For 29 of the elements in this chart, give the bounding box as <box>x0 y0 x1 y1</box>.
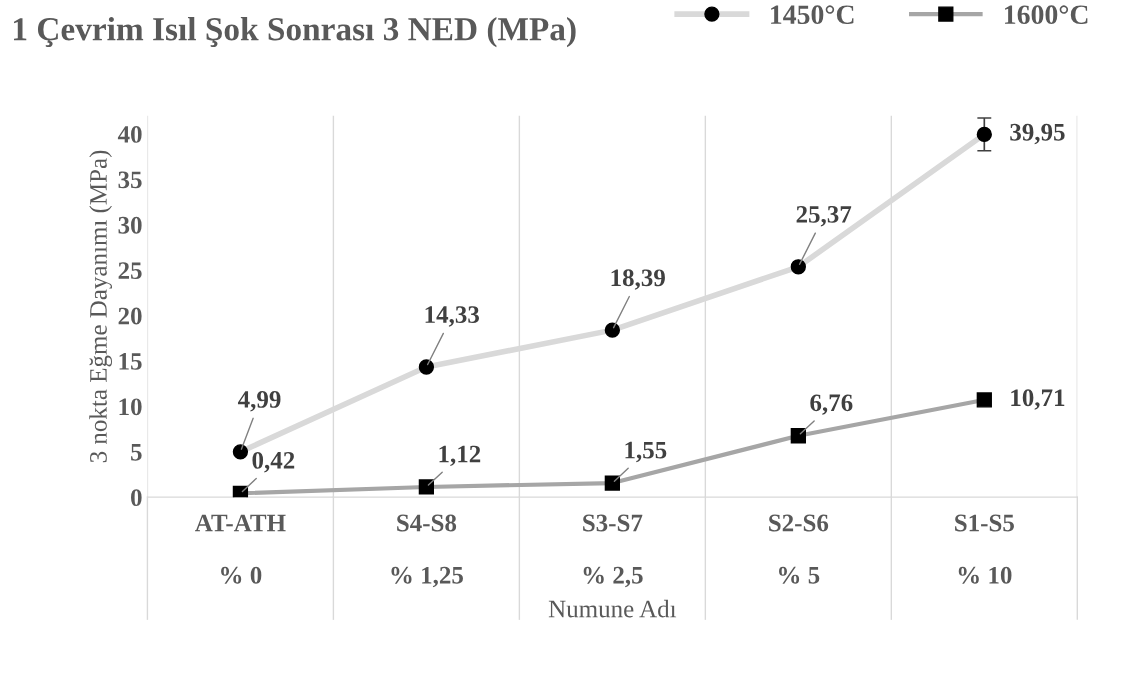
y-tick-label: 0 <box>131 489 142 507</box>
y-tick-label: 10 <box>119 398 142 416</box>
y-tick-label: 35 <box>118 171 142 189</box>
y-tick-label: 40 <box>117 125 142 143</box>
y-tick-label: 25 <box>118 262 142 280</box>
y-tick-label: 30 <box>118 216 142 234</box>
chart-title: 1 Çevrim Isıl Şok Sonrası 3 NED (MPa) <box>14 17 576 48</box>
y-tick-label: 20 <box>118 307 142 325</box>
legend-label: 1450°C <box>771 5 854 25</box>
data-label: 39,95 <box>1010 123 1065 145</box>
y-tick-label: 15 <box>119 353 142 370</box>
category-label: AT-ATH % 0 <box>195 514 286 584</box>
y-tick-label: 5 <box>131 444 142 461</box>
data-label: 4,99 <box>237 391 281 412</box>
y-axis-title: 3 nokta Eğme Dayanımı (MPa) <box>89 150 112 463</box>
data-label: 0,42 <box>252 451 295 473</box>
x-axis-title: Numune Adı <box>548 599 677 618</box>
data-label: 14,33 <box>425 306 479 327</box>
category-label: S3-S7 % 2,5 <box>583 514 643 588</box>
category-label: S1-S5 % 10 <box>955 514 1014 584</box>
data-label: 25,37 <box>796 206 852 227</box>
data-label: 6,76 <box>810 394 853 415</box>
category-label: S4-S8 % 1,25 <box>391 514 463 588</box>
data-label: 1,12 <box>439 445 481 467</box>
data-label: 10,71 <box>1011 389 1065 410</box>
category-label: S2-S6 % 5 <box>769 514 829 584</box>
legend-label: 1600°C <box>1005 5 1088 25</box>
data-label: 18,39 <box>611 269 665 290</box>
data-label: 1,55 <box>625 441 667 463</box>
